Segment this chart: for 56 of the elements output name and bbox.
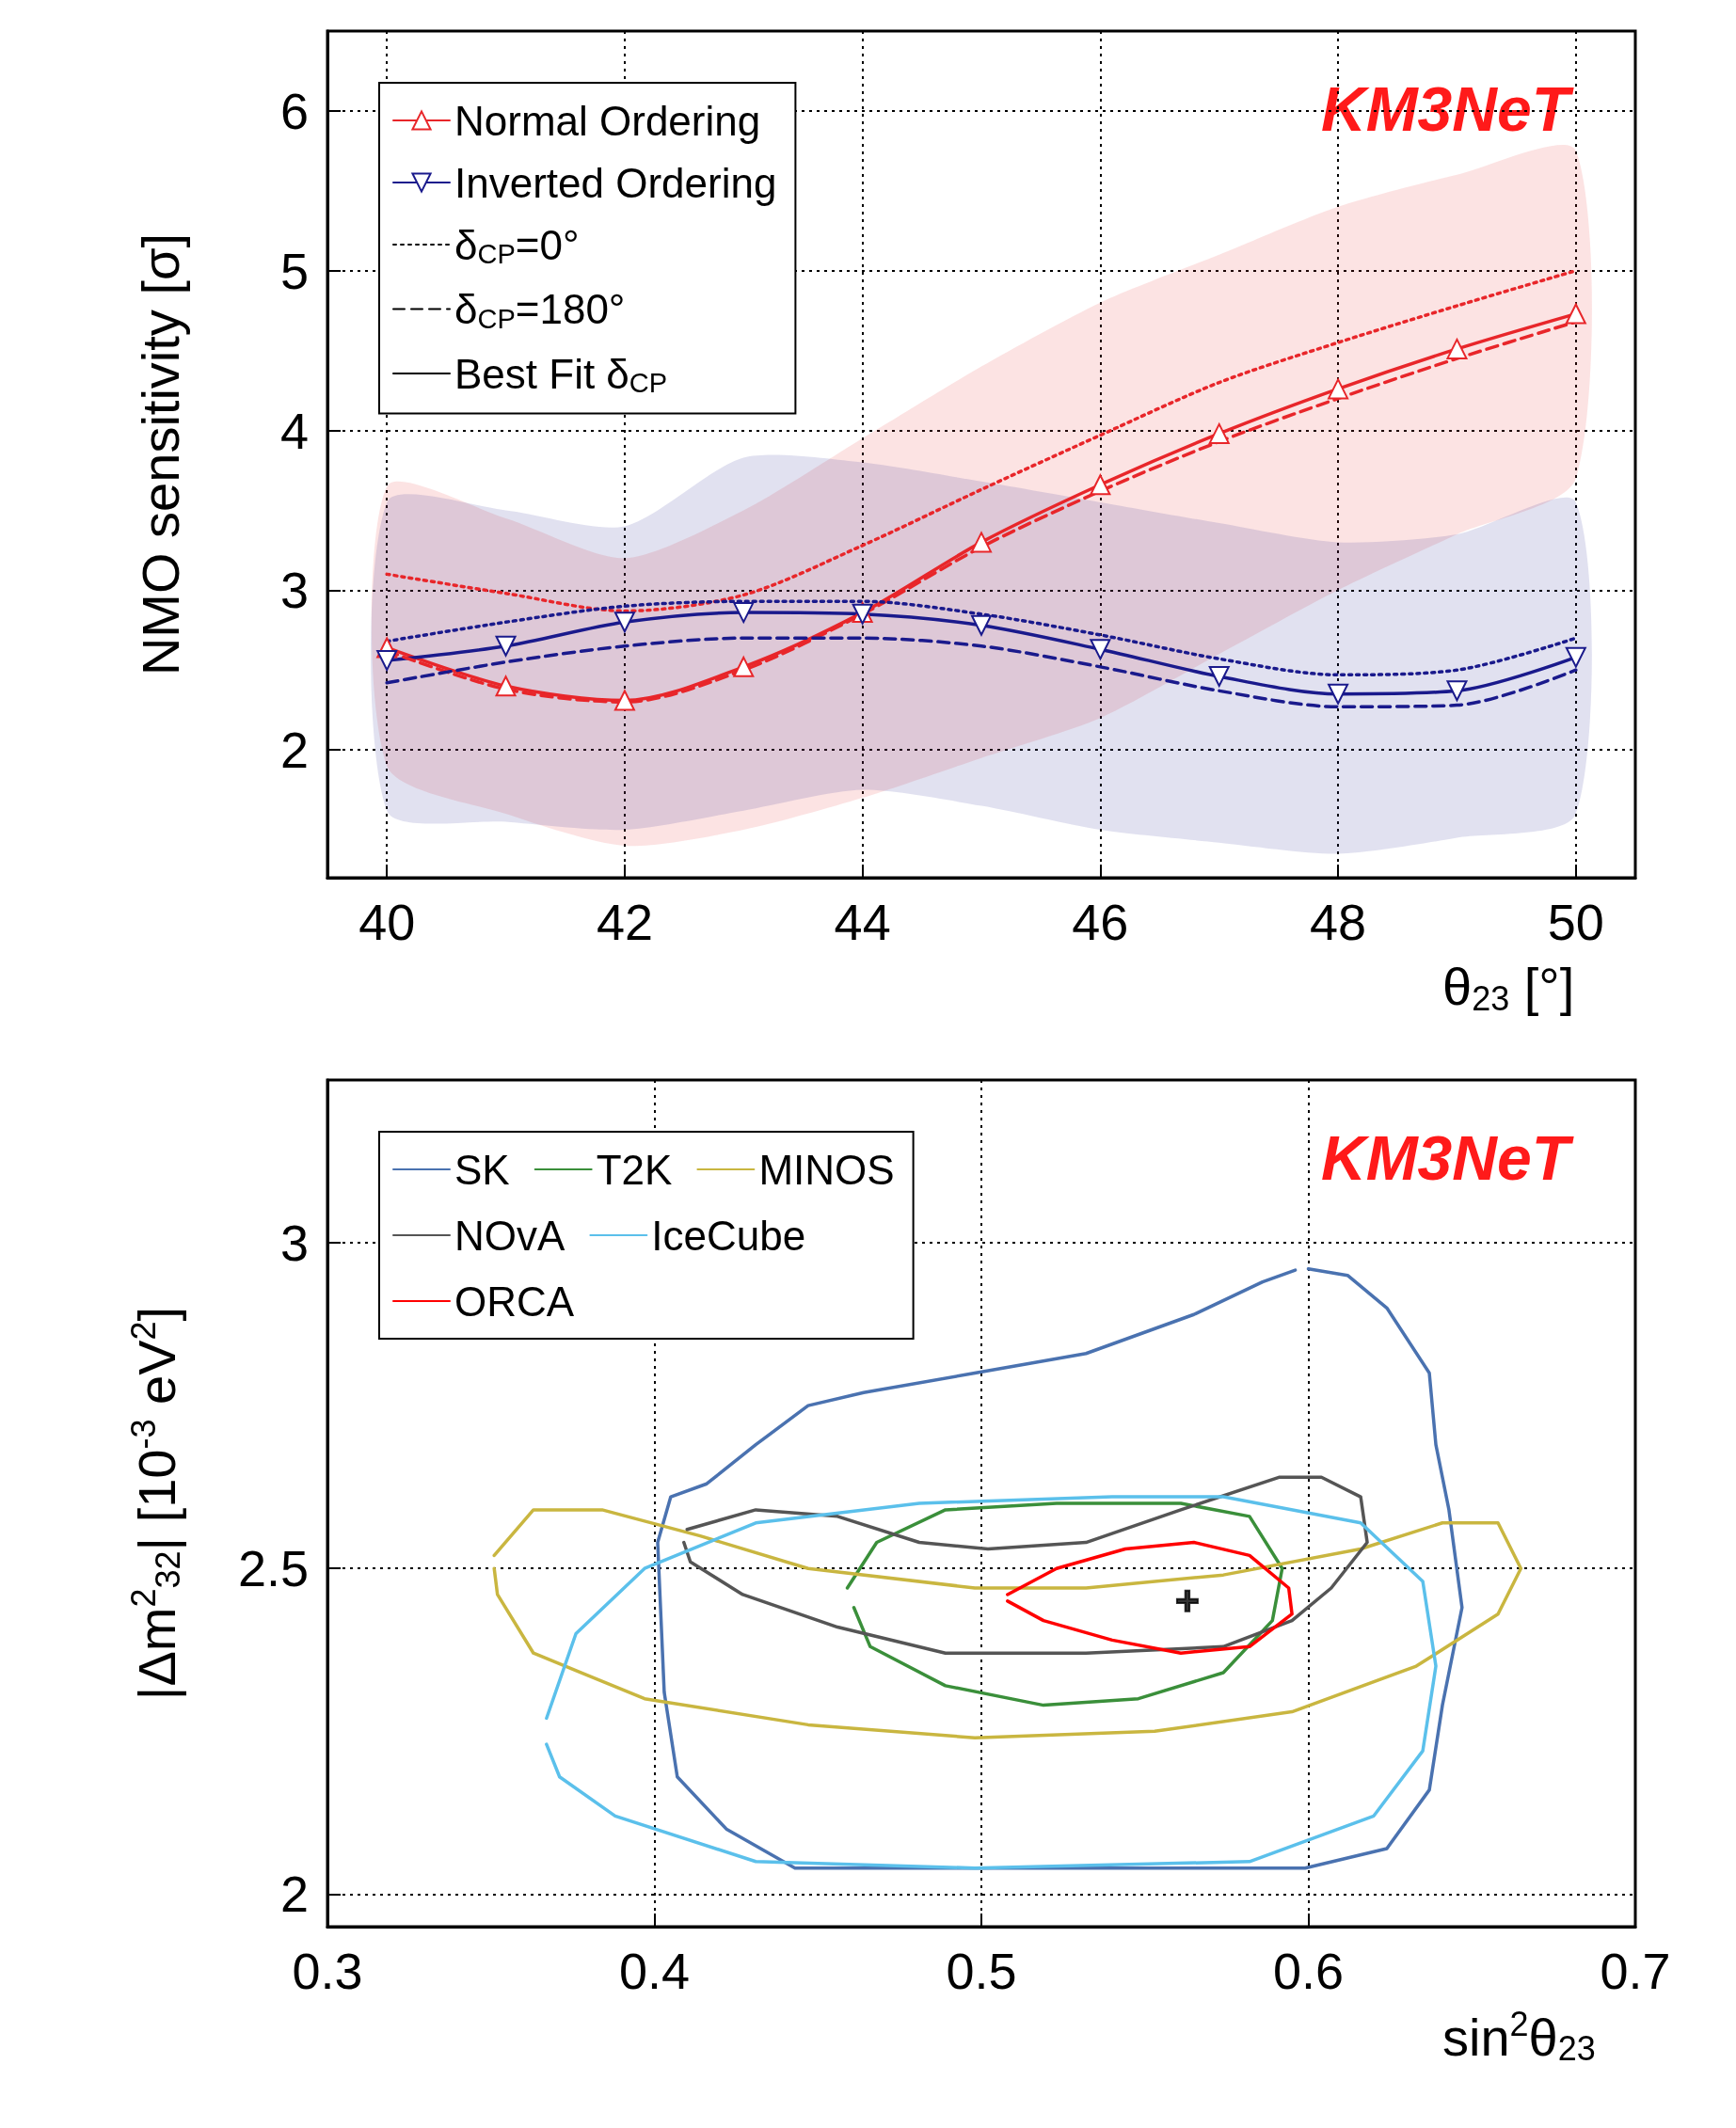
point	[376, 650, 398, 672]
point	[613, 690, 635, 711]
legend-label: Normal Ordering	[454, 97, 761, 144]
x-tick-label: 42	[596, 894, 653, 950]
point	[971, 614, 992, 636]
x-tick-label: 50	[1547, 894, 1604, 950]
y-tick-label: 5	[279, 242, 309, 299]
line-series	[845, 1501, 1284, 1707]
legend-label: IceCube	[651, 1212, 806, 1259]
point	[495, 635, 517, 657]
y-tick-label: 3	[279, 1215, 309, 1272]
y-tick-label: 2.5	[237, 1540, 309, 1597]
x-tick-label: 0.3	[292, 1943, 363, 1999]
point	[1208, 666, 1230, 688]
point	[1328, 378, 1349, 400]
x-tick-label: 44	[834, 894, 891, 950]
y-tick-label: 6	[279, 82, 309, 139]
y-tick-label: 4	[279, 402, 309, 459]
y-tick-label: 3	[279, 562, 309, 619]
legend-label: ORCA	[454, 1278, 575, 1325]
line-series	[682, 1475, 1369, 1655]
y-axis-title: NMO sensitivity [σ]	[130, 232, 190, 676]
y-tick-label: 2	[279, 1866, 309, 1923]
x-tick-label: 40	[358, 894, 416, 950]
legend-label: MINOS	[758, 1146, 895, 1193]
point	[1328, 683, 1349, 705]
legend-label: SK	[454, 1146, 510, 1193]
legend-label: Inverted Ordering	[454, 159, 777, 206]
point	[613, 611, 635, 633]
legend-label: NOvA	[454, 1212, 565, 1259]
line-series	[656, 1267, 1464, 1870]
x-tick-label: 0.5	[946, 1943, 1017, 1999]
point	[733, 602, 755, 624]
point	[1565, 646, 1586, 668]
point	[1565, 303, 1586, 325]
line-series	[492, 1508, 1523, 1739]
y-axis-title: |Δm232| [10-3 eV2]	[123, 1306, 187, 1701]
y-tick-label: 2	[279, 722, 309, 779]
x-tick-label: 0.4	[618, 1943, 691, 1999]
line-series	[1006, 1540, 1294, 1655]
point	[1208, 422, 1230, 444]
x-tick-label: 48	[1310, 894, 1367, 950]
point	[733, 656, 755, 677]
legend-label: T2K	[596, 1146, 673, 1193]
line-series	[545, 1495, 1438, 1870]
annotation: KM3NeT	[1320, 74, 1574, 144]
point	[495, 675, 517, 697]
point	[1090, 639, 1111, 660]
x-tick-label: 0.7	[1600, 1943, 1671, 1999]
x-tick-label: 0.6	[1272, 1943, 1345, 1999]
annotation: KM3NeT	[1320, 1123, 1574, 1193]
point	[971, 532, 992, 553]
point	[1446, 338, 1468, 359]
point	[1090, 474, 1111, 496]
x-tick-label: 46	[1072, 894, 1129, 950]
point	[1446, 680, 1468, 702]
